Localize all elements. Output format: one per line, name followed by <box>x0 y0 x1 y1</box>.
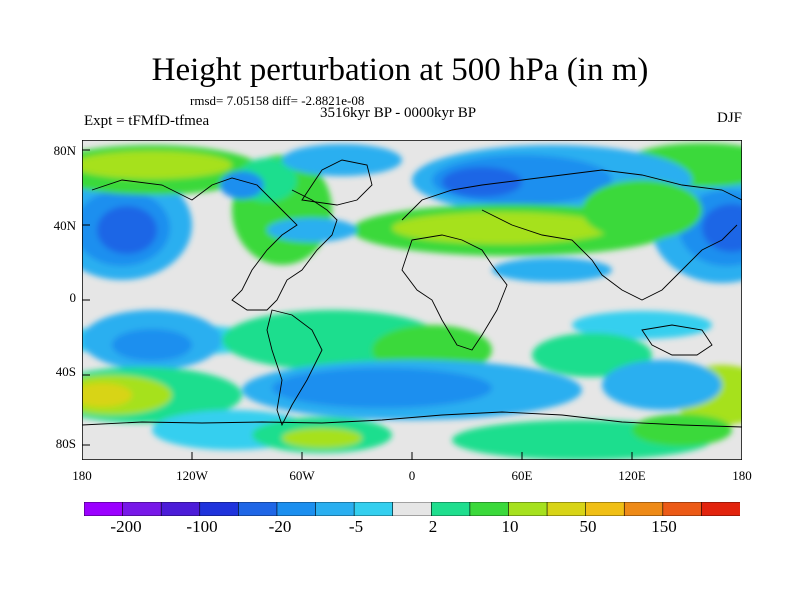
lat-label-80n: 80N <box>53 143 76 158</box>
colorbar-swatch <box>585 502 626 516</box>
height-field <box>82 143 742 460</box>
colorbar-swatch <box>276 502 317 516</box>
lat-label-40s: 40S <box>55 364 76 379</box>
lat-label-80s: 80S <box>55 436 76 451</box>
colorbar-label-10: 10 <box>501 517 519 536</box>
colorbar-swatch <box>199 502 240 516</box>
map-title: Height perturbation at 500 hPa (in m) <box>151 52 649 88</box>
map-panel <box>82 140 742 460</box>
lat-label-40n: 40N <box>53 218 76 233</box>
lat-label-0: 0 <box>69 290 77 305</box>
colorbar-swatch <box>701 502 740 516</box>
lon-label-0: 0 <box>408 468 416 483</box>
lon-label-180e: 180 <box>732 468 752 483</box>
period-label: 3516kyr BP - 0000kyr BP <box>320 105 477 121</box>
colorbar-swatch <box>662 502 703 516</box>
lon-label-60w: 60W <box>289 468 315 483</box>
rmsd-stats: rmsd= 7.05158 diff= -2.8821e-08 <box>190 93 365 108</box>
colorbar-label-neg5: -5 <box>348 517 364 536</box>
colorbar-swatch <box>160 502 201 516</box>
colorbar-label-150: 150 <box>651 517 677 536</box>
lon-label-120w: 120W <box>176 468 208 483</box>
colorbar-label-neg20: -20 <box>268 517 292 536</box>
colorbar-swatch <box>546 502 587 516</box>
colorbar-swatch <box>238 502 278 516</box>
colorbar-swatch <box>469 502 510 516</box>
lon-label-60e: 60E <box>511 468 533 483</box>
lon-label-120e: 120E <box>618 468 646 483</box>
colorbar-swatch <box>315 502 355 516</box>
coastlines <box>82 159 742 428</box>
axis-ticks <box>82 149 742 460</box>
lon-label-180w: 180 <box>72 468 92 483</box>
colorbar-swatch <box>122 502 162 516</box>
colorbar-swatch <box>353 502 394 516</box>
colorbar-swatch <box>623 502 664 516</box>
colorbar-label-50: 50 <box>579 517 597 536</box>
experiment-label: Expt = tFMfD-tfmea <box>84 113 210 129</box>
colorbar-label-neg100: -100 <box>186 517 218 536</box>
season-label: DJF <box>716 110 742 126</box>
colorbar-label-2: 2 <box>428 517 438 536</box>
colorbar <box>84 502 740 516</box>
colorbar-label-neg200: -200 <box>110 517 142 536</box>
colorbar-swatch <box>84 502 124 516</box>
colorbar-swatch <box>508 502 548 516</box>
colorbar-swatch <box>430 502 471 516</box>
colorbar-swatch <box>392 502 433 516</box>
